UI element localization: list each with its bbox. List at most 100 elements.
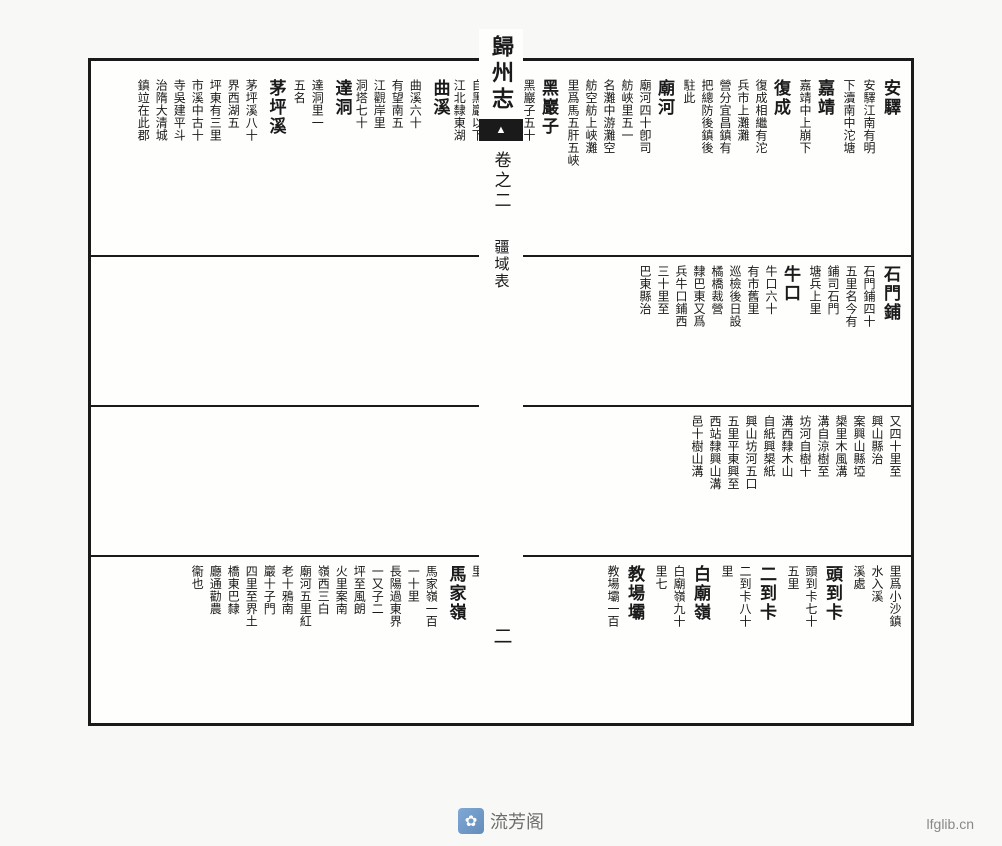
r2-t9: 兵牛口鋪西	[673, 265, 689, 328]
r4-t6: 里	[719, 565, 735, 578]
spine: 歸州志 ▲ 卷之二 疆域表 二	[479, 29, 523, 723]
r4-t1: 水入溪	[869, 565, 885, 603]
r2-t1: 五里名今有	[843, 265, 859, 328]
r2-t4: 牛口六十	[763, 265, 779, 315]
r2-t2: 鋪司石門	[825, 265, 841, 315]
r4-h4: 教場壩	[622, 565, 648, 622]
r1-t3: 復成相繼有沱	[753, 79, 769, 154]
r3-t5: 坊河自樹十	[797, 415, 813, 478]
r1-t6: 把總防後鎮後	[699, 79, 715, 154]
r3-t9: 五里平東興至	[725, 415, 741, 490]
l1-t12: 寺吳建平斗	[171, 79, 187, 142]
r4-h2: 二到卡	[754, 565, 780, 622]
l1-h2: 達洞	[329, 79, 355, 117]
r1-h3: 復成	[768, 79, 794, 117]
l4-t9: 老十鴉南	[279, 565, 295, 615]
r4-h1: 頭到卡	[820, 565, 846, 622]
r4-t8: 里七	[653, 565, 669, 590]
r3-t7: 自紙興槼紙	[761, 415, 777, 478]
r3-t4: 溝自涼樹至	[815, 415, 831, 478]
watermark-text: 流芳阁	[490, 808, 544, 834]
r2-h1: 石門鋪	[878, 265, 904, 322]
r1-t7: 駐此	[681, 79, 697, 104]
l1-t9: 界西湖五	[225, 79, 241, 129]
watermark-glyph: ✿	[465, 812, 478, 831]
r4-t7: 白廟嶺九十	[671, 565, 687, 628]
r1-h4: 廟河	[652, 79, 678, 117]
page-number: 二	[488, 626, 515, 645]
spine-marker-upper: ▲	[479, 119, 523, 141]
l4-t3: 長陽過東界	[387, 565, 403, 628]
l4-t14: 衞也	[189, 565, 205, 590]
section-label: 疆域表	[491, 239, 512, 290]
l4-t11: 四里至界土	[243, 565, 259, 628]
l4-t1: 馬家嶺一百	[423, 565, 439, 628]
r2-t7: 橘橋裁營	[709, 265, 725, 315]
l1-t6: 達洞里一	[309, 79, 325, 129]
r4-t0: 里爲小沙鎮	[887, 565, 903, 628]
page-frame: 歸州志 ▲ 卷之二 疆域表 二 安驛 安驛江南有明 下瀆南中沱塘 嘉靖 嘉靖中上…	[88, 58, 914, 726]
watermark-icon: ✿	[458, 808, 484, 834]
l1-t13: 治隋大清城	[153, 79, 169, 142]
r4-h3: 白廟嶺	[688, 565, 714, 622]
r3-t3: 槼里木風溝	[833, 415, 849, 478]
l1-t8: 茅坪溪八十	[243, 79, 259, 142]
r1-h5: 黑巖子	[536, 79, 562, 136]
l1-t5: 洞塔七十	[353, 79, 369, 129]
r3-t11: 邑十樹山溝	[689, 415, 705, 478]
l4-t10: 巖十子門	[261, 565, 277, 615]
l4-t2: 一十里	[405, 565, 421, 603]
r1-t2: 嘉靖中上崩下	[797, 79, 813, 154]
r1-t1: 下瀆南中沱塘	[841, 79, 857, 154]
r3-t6: 溝西隸木山	[779, 415, 795, 478]
r4-t9: 教場壩一百	[605, 565, 621, 628]
volume-label: 卷之二	[489, 147, 514, 211]
r1-t4: 兵市上灘灘	[735, 79, 751, 142]
l4-t7: 嶺西三白	[315, 565, 331, 615]
l4-h1: 馬家嶺	[443, 565, 469, 622]
r2-t11: 巴東縣治	[637, 265, 653, 315]
r1-t11: 舫空舫上峽灘	[583, 79, 599, 154]
l1-t2: 曲溪六十	[407, 79, 423, 129]
l1-t14: 鎮竝在此郡	[135, 79, 151, 142]
r1-h2: 嘉靖	[812, 79, 838, 117]
r3-t10: 西站隸興山溝	[707, 415, 723, 490]
r1-t10: 名灘中游灘空	[601, 79, 617, 154]
r4-t2: 溪處	[851, 565, 867, 590]
r4-t5: 二到卡八十	[737, 565, 753, 628]
l1-t3: 有望南五	[389, 79, 405, 129]
r1-t9: 舫峽里五一	[619, 79, 635, 142]
r2-t8: 隸巴東又爲	[691, 265, 707, 328]
l1-t4: 江觀岸里	[371, 79, 387, 129]
l4-t6: 火里案南	[333, 565, 349, 615]
l1-t10: 坪東有三里	[207, 79, 223, 142]
r2-t3: 塘兵上里	[807, 265, 823, 315]
r4-t3: 頭到卡七十	[803, 565, 819, 628]
l4-t13: 廳通勸農	[207, 565, 223, 615]
r1-t5: 營分宜昌鎮有	[717, 79, 733, 154]
l1-t7: 五名	[291, 79, 307, 104]
r1-t0: 安驛江南有明	[861, 79, 877, 154]
r1-t12: 里爲馬五肝五峽	[565, 79, 581, 167]
l4-t5: 坪至風朗	[351, 565, 367, 615]
r2-t6: 巡檢後日設	[727, 265, 743, 328]
r2-h2: 牛口	[778, 265, 804, 303]
r2-t5: 有市舊里	[745, 265, 761, 315]
r1-t8: 廟河四十卽司	[637, 79, 653, 154]
r3-t8: 興山坊河五口	[743, 415, 759, 490]
watermark: ✿ 流芳阁	[458, 808, 544, 834]
book-title: 歸州志	[485, 29, 517, 113]
r2-t0: 石門鋪四十	[861, 265, 877, 328]
r1-h1: 安驛	[878, 79, 904, 117]
r3-t0: 又四十里至	[887, 415, 903, 478]
l4-t8: 廟河五里紅	[297, 565, 313, 628]
l1-h1: 曲溪	[427, 79, 453, 117]
l4-t4: 一又子二	[369, 565, 385, 615]
r4-t4: 五里	[785, 565, 801, 590]
r1-t13: 黑巖子五十	[521, 79, 537, 142]
r2-t10: 三十里至	[655, 265, 671, 315]
r3-t2: 案興山縣埡	[851, 415, 867, 478]
l1-h3: 茅坪溪	[263, 79, 289, 136]
r3-t1: 興山縣治	[869, 415, 885, 465]
watermark-url: lfglib.cn	[927, 816, 974, 832]
